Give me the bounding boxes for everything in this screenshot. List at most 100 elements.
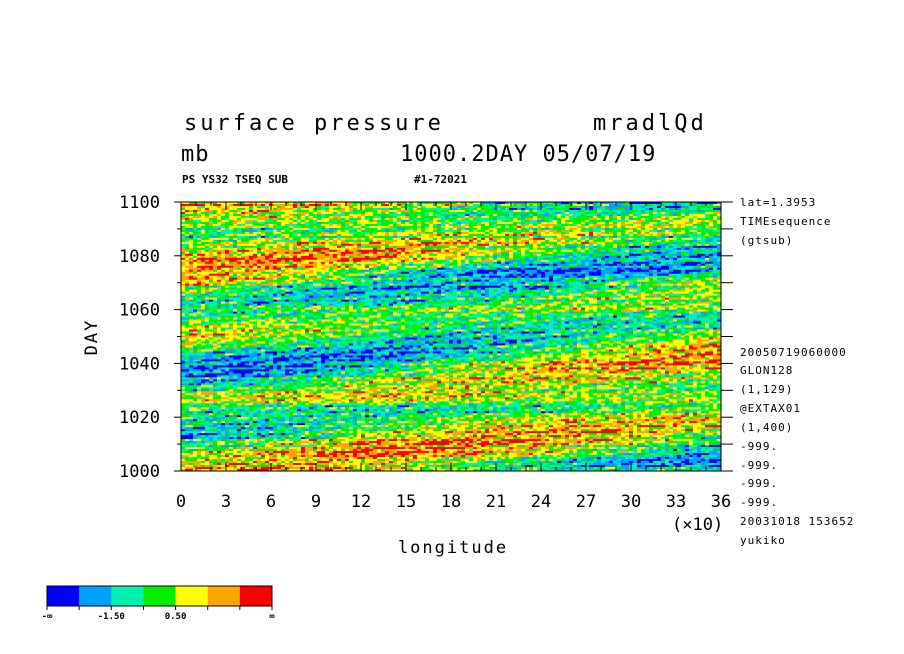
heatmap-cell [705,309,710,312]
heatmap-cell [521,239,530,243]
heatmap-cell [449,287,458,290]
heatmap-cell [505,307,518,310]
heatmap-cell [501,237,506,241]
heatmap-cell [693,231,698,235]
heatmap-cell [617,202,626,205]
heatmap-cell [281,269,286,273]
heatmap-cell [481,211,510,215]
heatmap-cell [573,202,578,205]
heatmap-cell [505,305,518,308]
heatmap-cell [453,235,458,239]
heatmap-cell [357,245,362,249]
heatmap-cell [497,229,506,233]
heatmap-cell [553,291,582,294]
heatmap-cell [317,301,338,304]
heatmap-cell [185,209,190,213]
heatmap-cell [205,215,210,219]
heatmap-cell [269,315,274,318]
heatmap-cell [625,221,634,225]
heatmap-cell [573,213,582,217]
heatmap-cell [509,215,514,219]
heatmap-cell [457,253,462,257]
heatmap-cell [597,289,602,292]
heatmap-cell [589,257,594,261]
heatmap-cell [541,217,546,221]
heatmap-cell [553,227,566,231]
heatmap-cell [277,291,282,294]
heatmap-cell [197,249,202,253]
heatmap-cell [449,239,454,243]
heatmap-cell [197,301,202,304]
heatmap-cell [585,233,590,237]
heatmap-cell [421,243,426,247]
heatmap-cell [645,281,658,284]
heatmap-cell [385,281,394,284]
heatmap-cell [593,227,606,231]
heatmap-cell [341,257,350,261]
heatmap-cell [577,263,582,267]
heatmap-cell [573,295,578,298]
heatmap-cell [509,213,514,217]
heatmap-cell [369,203,374,207]
heatmap-cell [209,215,214,219]
heatmap-cell [341,245,346,249]
heatmap-cell [561,305,570,308]
heatmap-cell [601,269,618,273]
heatmap-cell [181,307,186,310]
heatmap-cell [425,275,430,279]
heatmap-cell [185,215,190,219]
heatmap-cell [425,273,438,277]
heatmap-cell [185,261,190,265]
heatmap-cell [197,261,206,265]
heatmap-cell [665,299,670,302]
heatmap-cell [629,227,634,231]
heatmap-cell [293,287,310,290]
heatmap-cell [321,213,326,217]
heatmap-cell [473,235,478,239]
heatmap-cell [557,223,562,227]
heatmap-cell [461,239,470,243]
heatmap-cell [397,285,402,288]
heatmap-cell [493,235,518,239]
heatmap-cell [297,255,302,259]
heatmap-cell [313,247,330,251]
heatmap-cell [541,275,546,279]
heatmap-cell [385,202,390,205]
heatmap-cell [541,227,546,231]
heatmap-cell [617,303,622,306]
heatmap-cell [449,247,466,251]
heatmap-cell [329,221,334,225]
heatmap-cell [449,241,454,245]
heatmap-cell [349,265,354,269]
heatmap-cell [181,315,190,318]
heatmap-cell [197,313,202,316]
heatmap-cell [285,223,298,227]
heatmap-cell [433,281,442,284]
heatmap-cell [377,303,382,306]
heatmap-cell [409,205,414,209]
heatmap-cell [397,311,402,314]
heatmap-cell [513,297,518,300]
heatmap-cell [705,243,710,247]
heatmap-cell [465,297,470,300]
heatmap-cell [689,287,694,290]
heatmap-cell [321,309,330,312]
heatmap-cell [393,281,398,284]
heatmap-cell [553,309,558,312]
heatmap-cell [301,219,306,223]
heatmap-cell [237,253,242,257]
heatmap-cell [189,315,194,318]
heatmap-cell [317,299,322,302]
heatmap-cell [453,251,458,255]
heatmap-cell [493,223,498,227]
heatmap-cell [245,207,250,211]
heatmap-cell [693,209,698,213]
heatmap-cell [237,289,246,292]
heatmap-cell [333,305,346,308]
heatmap-cell [281,245,290,249]
heatmap-cell [425,217,430,221]
heatmap-cell [289,233,294,237]
heatmap-cell [357,267,370,271]
heatmap-cell [221,275,226,279]
heatmap-cell [485,291,490,294]
